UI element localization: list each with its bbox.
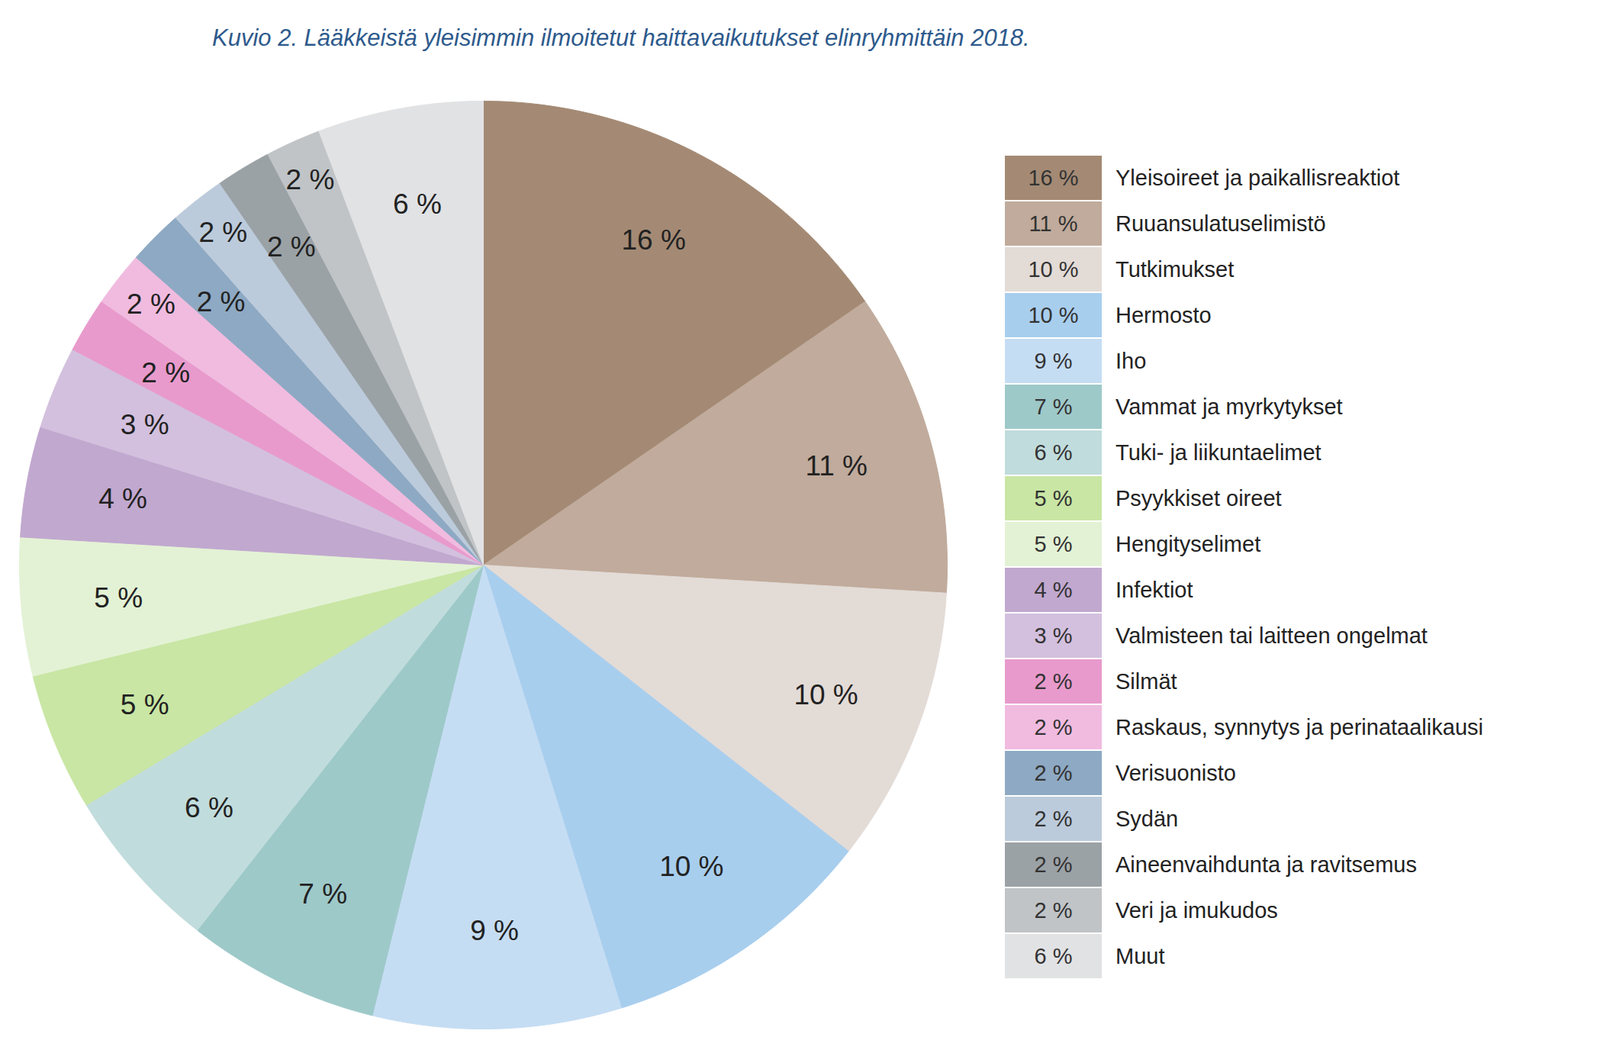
html-text:Infektiot: Infektiot	[1115, 577, 1194, 602]
svg-text:4 %: 4 %	[98, 482, 148, 515]
svg-text:5 %: 5 %	[93, 582, 143, 614]
svg-text:2 %: 2 %	[286, 164, 335, 196]
html-text:2 %: 2 %	[1034, 714, 1073, 739]
svg-text:6 %: 6 %	[184, 791, 234, 824]
svg-text:2 %: 2 %	[196, 286, 246, 318]
svg-text:2 %: 2 %	[141, 357, 190, 389]
html-text:Aineenvaihdunta ja ravitsemus: Aineenvaihdunta ja ravitsemus	[1115, 851, 1417, 877]
html-text:7 %: 7 %	[1034, 394, 1073, 419]
html-text:4 %: 4 %	[1034, 577, 1073, 602]
html-text:3 %: 3 %	[1034, 622, 1073, 648]
svg-text:16 %: 16 %	[621, 224, 686, 256]
svg-text:11 %: 11 %	[804, 450, 868, 482]
html-text:2 %: 2 %	[1034, 806, 1073, 831]
html-text:Tuki- ja liikuntaelimet: Tuki- ja liikuntaelimet	[1115, 439, 1322, 465]
html-text:Yleisoireet ja paikallisreakti: Yleisoireet ja paikallisreaktiot	[1115, 165, 1400, 190]
svg-text:3 %: 3 %	[120, 408, 170, 441]
html-text:Vammat ja myrkytykset: Vammat ja myrkytykset	[1115, 394, 1343, 419]
html-text:Hermosto: Hermosto	[1115, 302, 1212, 327]
svg-text:5 %: 5 %	[120, 688, 170, 721]
html-text:16 %: 16 %	[1028, 165, 1079, 190]
html-text:Psyykkiset oireet: Psyykkiset oireet	[1115, 485, 1282, 511]
html-text:Valmisteen tai laitteen ongelm: Valmisteen tai laitteen ongelmat	[1115, 622, 1428, 648]
html-text:Iho: Iho	[1115, 348, 1147, 373]
html-text:Raskaus, synnytys ja perinataa: Raskaus, synnytys ja perinataalikausi	[1115, 714, 1484, 739]
html-text:Ruuansulatuselimistö: Ruuansulatuselimistö	[1115, 210, 1326, 236]
svg-text:10 %: 10 %	[793, 679, 858, 711]
html-text:2 %: 2 %	[1034, 760, 1073, 785]
html-text:Hengityselimet: Hengityselimet	[1115, 531, 1261, 556]
svg-text:2 %: 2 %	[126, 288, 176, 320]
svg-text:7 %: 7 %	[298, 878, 348, 910]
html-text:11 %: 11 %	[1028, 210, 1078, 236]
html-text:Muut: Muut	[1115, 943, 1165, 968]
html-text:2 %: 2 %	[1034, 851, 1073, 877]
html-text:6 %: 6 %	[1034, 943, 1073, 968]
svg-text:10 %: 10 %	[659, 850, 724, 883]
html-text:Verisuonisto: Verisuonisto	[1115, 760, 1237, 785]
html-text:5 %: 5 %	[1034, 485, 1073, 511]
html-text:Tutkimukset: Tutkimukset	[1115, 256, 1234, 282]
html-text:10 %: 10 %	[1028, 256, 1079, 282]
html-text:9 %: 9 %	[1034, 348, 1073, 373]
svg-text:9 %: 9 %	[470, 914, 519, 947]
html-text:5 %: 5 %	[1034, 531, 1073, 556]
html-text:Sydän: Sydän	[1115, 806, 1179, 831]
html-text:Veri ja imukudos: Veri ja imukudos	[1115, 897, 1278, 923]
html-text:Silmät: Silmät	[1115, 668, 1177, 694]
html-text:2 %: 2 %	[1034, 668, 1073, 694]
svg-text:2 %: 2 %	[267, 231, 316, 263]
svg-text:6 %: 6 %	[392, 188, 442, 220]
html-text:Kuvio 2. Lääkkeistä yleisimmin: Kuvio 2. Lääkkeistä yleisimmin ilmoitetu…	[212, 24, 1030, 52]
html-text:6 %: 6 %	[1034, 439, 1073, 465]
html-text:2 %: 2 %	[1034, 897, 1073, 923]
html-text:10 %: 10 %	[1028, 302, 1079, 327]
svg-text:2 %: 2 %	[198, 216, 248, 248]
